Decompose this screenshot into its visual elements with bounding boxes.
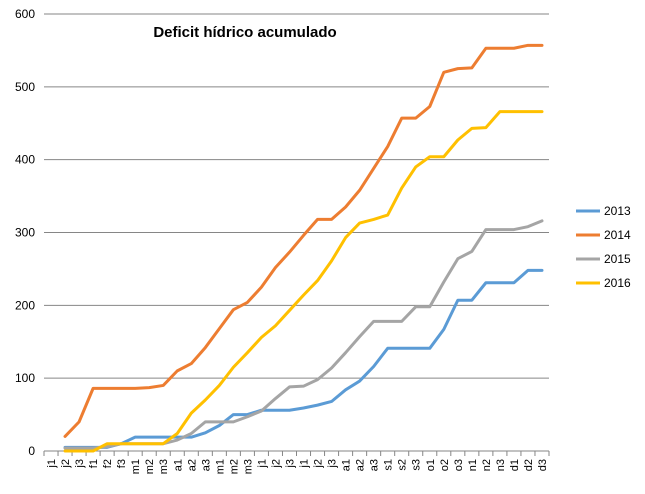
x-tick-label: d1 [509,459,521,471]
x-tick-label: s1 [383,459,395,471]
series-line-2014 [63,43,544,438]
legend-label-2016: 2016 [604,276,631,290]
series-lines [63,43,544,453]
y-tick-label: 0 [28,444,35,458]
y-axis-ticks: 0 100 200 300 400 500 600 [15,7,35,458]
x-tick-label: m2 [144,459,156,474]
x-tick-label: j1 [256,459,268,469]
chart-title: Deficit hídrico acumulado [153,24,336,41]
x-tick-label: a3 [369,459,381,471]
series-line-2013 [63,268,544,449]
x-tick-label: j2 [60,459,72,469]
series-line-2016 [63,110,544,453]
x-tick-label: o2 [439,459,451,471]
x-tick-label: o1 [425,459,437,471]
x-tick-label: m3 [242,459,254,474]
x-tick-label: n3 [495,459,507,471]
y-tick-label: 100 [15,371,35,385]
y-tick-label: 200 [15,298,35,312]
legend-label-2015: 2015 [604,252,631,266]
x-tick-label: a3 [200,459,212,471]
x-tick-label: f1 [88,459,100,468]
x-tick-label: a2 [186,459,198,471]
x-tick-label: m1 [130,459,142,474]
legend: 2013 2014 2015 2016 [576,204,631,290]
legend-label-2014: 2014 [604,228,631,242]
legend-label-2013: 2013 [604,204,631,218]
x-tick-label: m1 [214,459,226,474]
x-tick-label: a2 [355,459,367,471]
x-tick-label: j2 [270,459,282,469]
x-tick-label: d2 [523,459,535,471]
x-tick-label: j3 [327,459,339,469]
x-tick-label: j1 [299,459,311,469]
x-tick-label: f3 [116,459,128,468]
x-axis-ticks: j1 j2 j3 f1 f2 f3 m1 m2 m3 a1 a2 a3 m1 m2 m3 j1 j2 j3 j1 j2… [43,451,550,474]
x-tick-label: j3 [74,459,86,469]
x-tick-label: s3 [411,459,423,471]
x-tick-label: f2 [102,459,114,468]
x-tick-label: n1 [467,459,479,471]
gridlines [44,13,549,452]
x-tick-label: j1 [46,459,58,469]
x-tick-label: a1 [172,459,184,471]
x-tick-label: a1 [341,459,353,471]
x-tick-label: m3 [158,459,170,474]
x-tick-label: j2 [313,459,325,469]
x-tick-label: j3 [284,459,296,469]
x-tick-label: d3 [537,459,549,471]
x-tick-label: o3 [453,459,465,471]
x-tick-label: m2 [228,459,240,474]
y-tick-label: 300 [15,226,35,240]
y-tick-label: 500 [15,80,35,94]
x-tick-label: s2 [397,459,409,471]
x-tick-label: n2 [481,459,493,471]
y-tick-label: 400 [15,153,35,167]
y-tick-label: 600 [15,7,35,21]
